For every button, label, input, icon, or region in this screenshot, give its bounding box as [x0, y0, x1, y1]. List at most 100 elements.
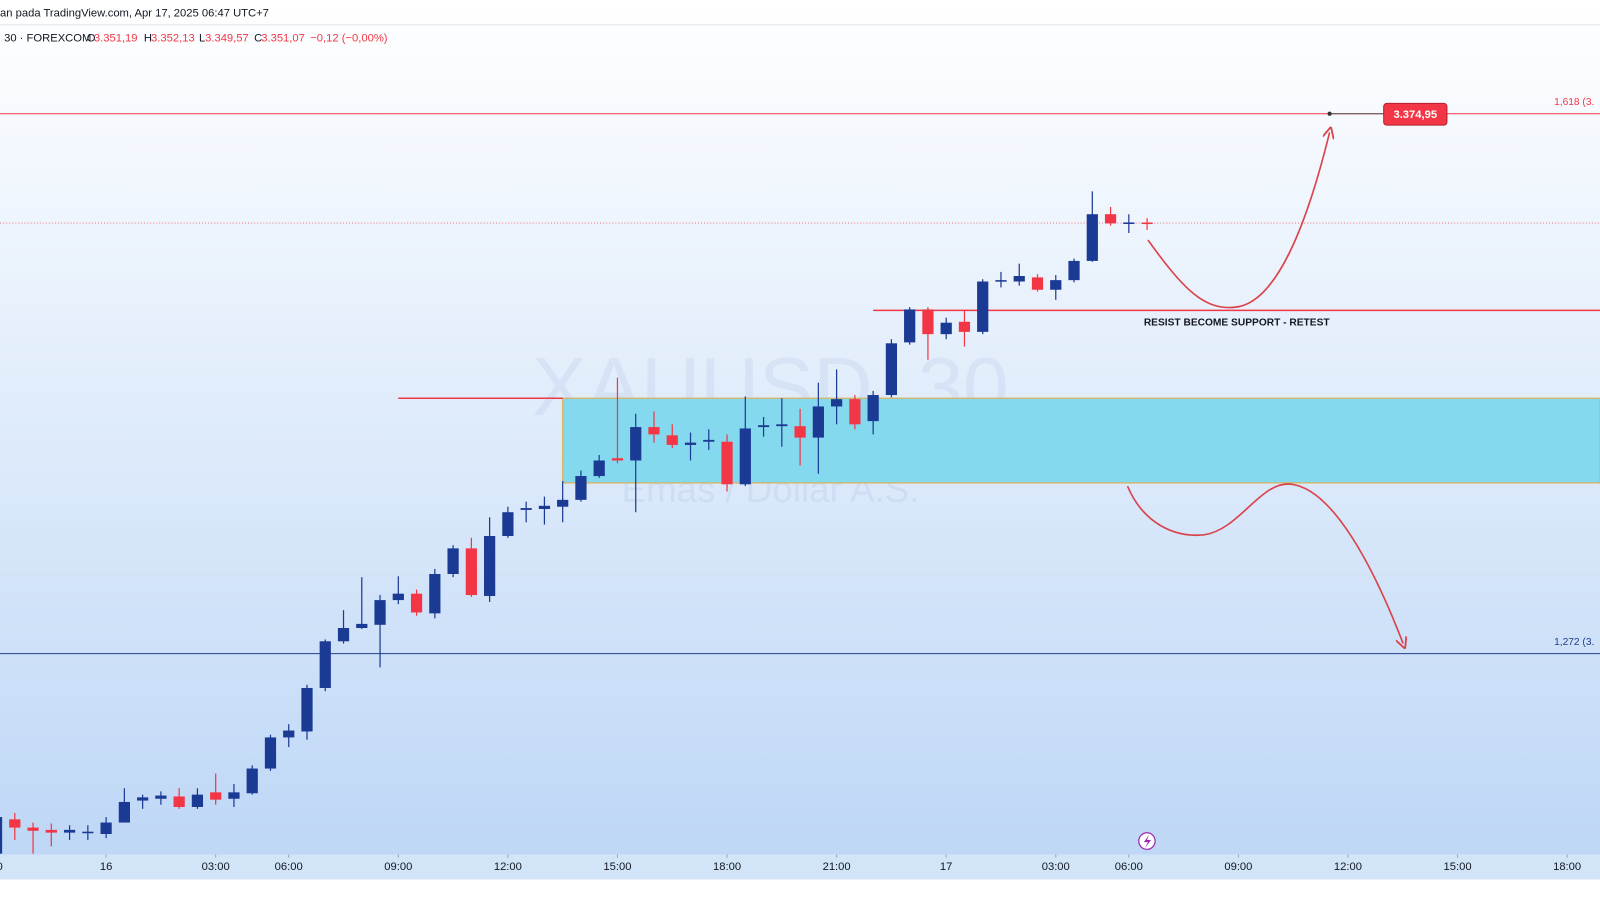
- resistance-label: RESIST BECOME SUPPORT - RETEST: [1144, 317, 1331, 328]
- header-low-key: L: [199, 32, 205, 44]
- x-tick-label: 03:00: [1042, 861, 1070, 873]
- candle-body: [812, 406, 824, 438]
- x-tick-label: 12:00: [494, 861, 522, 873]
- x-tick-label: 16: [100, 861, 112, 873]
- candle-body: [630, 427, 642, 461]
- candle-body: [1104, 214, 1117, 224]
- candle-body: [1013, 276, 1025, 282]
- fib-level-label: 1,618 (3.: [1554, 97, 1594, 108]
- candle-body: [228, 792, 240, 799]
- x-tick-label: 18:00: [1553, 861, 1581, 873]
- candle-body: [374, 600, 386, 625]
- candle-body: [995, 280, 1007, 282]
- candle-body: [867, 395, 879, 422]
- x-tick-label: 21:00: [823, 861, 851, 873]
- candle-body: [904, 309, 916, 343]
- x-tick-label: 09:00: [1224, 861, 1252, 873]
- candle-body: [849, 399, 861, 425]
- candle-body: [575, 476, 587, 500]
- candle-body: [484, 536, 496, 596]
- candle-body: [337, 628, 350, 642]
- alert-icon-bolt: [1143, 834, 1152, 849]
- candle-body: [1068, 260, 1080, 281]
- candle-body: [82, 831, 94, 834]
- candle-body: [301, 687, 313, 732]
- chart-layer: 1,618 (3. 3.374,95 1,272 (3. RESIST BECOME …: [0, 97, 1600, 873]
- candle-body: [739, 428, 751, 485]
- price-label: 3.374,95: [1393, 109, 1437, 121]
- candle-body: [429, 574, 441, 614]
- candle-body: [557, 499, 569, 507]
- candle-body: [611, 458, 624, 461]
- candle-body: [1086, 214, 1098, 261]
- candle-body: [155, 795, 167, 799]
- price-label-box: [1383, 102, 1448, 126]
- candle-body: [447, 548, 459, 575]
- candle-body: [283, 730, 295, 738]
- x-tick-label: 00: [0, 861, 3, 873]
- candle-body: [776, 424, 788, 427]
- candle-body: [885, 343, 898, 396]
- support-zone: [562, 397, 1600, 484]
- candle-body: [392, 593, 404, 601]
- candle-body: [319, 641, 331, 688]
- header-close: 3.351,07: [261, 32, 305, 44]
- header-open-key: O: [87, 32, 96, 44]
- candle-body: [648, 427, 660, 435]
- candle-body: [137, 797, 149, 801]
- x-tick-label: 15:00: [603, 861, 631, 873]
- candle-body: [410, 593, 423, 613]
- header-change: −0,12 (−0,00%): [310, 32, 388, 44]
- candle-body: [356, 623, 368, 629]
- price-point: [1327, 111, 1332, 116]
- candle-body: [666, 435, 678, 445]
- header-open: 3.351,19: [94, 32, 138, 44]
- candle-body: [191, 794, 204, 807]
- candle-body: [757, 425, 770, 428]
- candle-body: [922, 309, 934, 335]
- candle-body: [794, 426, 806, 438]
- candle-body: [246, 768, 258, 794]
- x-tick-label: 12:00: [1334, 861, 1362, 873]
- x-tick-label: 15:00: [1444, 861, 1472, 873]
- fib-level-label: 1,272 (3.: [1554, 637, 1594, 648]
- candle-body: [45, 829, 57, 833]
- candle-body: [721, 441, 733, 485]
- time-axis-band: [0, 854, 1600, 880]
- header-close-key: C: [254, 32, 262, 44]
- candle-body: [100, 822, 112, 834]
- candle-body: [210, 792, 222, 800]
- header-high: 3.352,13: [151, 32, 195, 44]
- candle-body: [520, 508, 532, 510]
- candle-body: [703, 439, 715, 442]
- candle-body: [1123, 222, 1135, 225]
- candle-body: [63, 829, 76, 833]
- candle-body: [118, 801, 130, 823]
- candle-body: [1031, 277, 1044, 290]
- candle-body: [684, 442, 697, 445]
- header-source: an pada TradingView.com, Apr 17, 2025 06…: [0, 7, 269, 19]
- candle-body: [977, 281, 989, 332]
- candle-body: [1050, 280, 1062, 290]
- candle-body: [538, 505, 551, 510]
- candle-body: [9, 819, 21, 828]
- candle-body: [173, 796, 185, 807]
- candle-body: [1141, 222, 1153, 225]
- candle-body: [264, 737, 277, 769]
- candle-body: [502, 512, 514, 537]
- candle-body: [593, 460, 605, 477]
- candle-body: [958, 321, 971, 332]
- x-tick-label: 17: [940, 861, 952, 873]
- x-tick-label: 03:00: [202, 861, 230, 873]
- header-symbol: 30 · FOREXCOM: [4, 32, 91, 44]
- x-tick-label: 09:00: [384, 861, 412, 873]
- header-low: 3.349,57: [205, 32, 249, 44]
- header-high-key: H: [144, 32, 152, 44]
- candle-body: [0, 817, 3, 854]
- scenario-down-arrow: [1126, 483, 1404, 643]
- x-tick-label: 06:00: [1115, 861, 1143, 873]
- x-tick-label: 06:00: [275, 861, 303, 873]
- candle-body: [27, 827, 39, 831]
